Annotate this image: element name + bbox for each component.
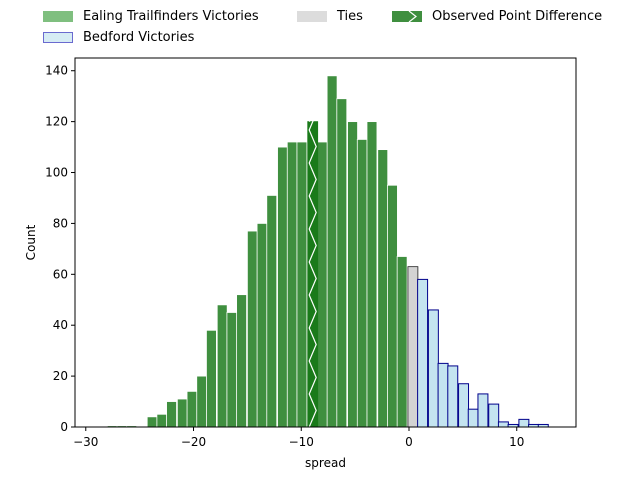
plot-frame bbox=[74, 57, 577, 428]
legend-swatch-bedford bbox=[43, 31, 73, 43]
hatch-icon bbox=[408, 10, 417, 22]
ealing-bar-3 bbox=[146, 416, 158, 427]
ealing-bar-26 bbox=[387, 184, 398, 427]
ealing-bar-27 bbox=[396, 256, 408, 427]
ealing-bar-21 bbox=[336, 98, 348, 427]
ealing-bar-13 bbox=[246, 230, 258, 427]
ealing-bar-22 bbox=[347, 121, 358, 427]
bedford-bar-0 bbox=[417, 278, 429, 427]
bedford-bar-8 bbox=[497, 421, 509, 427]
y-tick-label: 140 bbox=[45, 64, 68, 78]
bedford-bar-5 bbox=[467, 408, 479, 427]
y-tick-label: 60 bbox=[53, 267, 68, 281]
observed-hatch bbox=[308, 113, 317, 427]
ties-bar-0 bbox=[407, 266, 419, 427]
bedford-bar-10 bbox=[518, 418, 530, 427]
x-tick-label: 10 bbox=[509, 435, 524, 449]
y-axis-label: Count bbox=[24, 224, 38, 260]
y-tick-label: 0 bbox=[60, 420, 68, 434]
y-tick-label: 40 bbox=[53, 318, 68, 332]
bedford-bar-6 bbox=[477, 393, 489, 427]
y-axis: 0 20 40 60 80 100 120 140 bbox=[45, 64, 75, 434]
ealing-bar-4 bbox=[156, 413, 168, 427]
ealing-bar-25 bbox=[377, 149, 389, 427]
ealing-bar-19 bbox=[317, 141, 328, 427]
ealing-bar-24 bbox=[366, 121, 378, 427]
y-tick-label: 80 bbox=[53, 216, 68, 230]
ealing-bar-20 bbox=[326, 75, 338, 427]
x-axis-label: spread bbox=[305, 456, 346, 470]
x-tick-label: −20 bbox=[181, 435, 206, 449]
ealing-bar-23 bbox=[356, 139, 368, 427]
legend-label-ealing: Ealing Trailfinders Victories bbox=[83, 8, 259, 24]
legend-item-ties: Ties bbox=[297, 8, 363, 24]
ealing-bar-17 bbox=[286, 141, 298, 427]
ealing-bar-5 bbox=[166, 401, 177, 427]
legend-item-observed: Observed Point Difference bbox=[392, 8, 602, 24]
legend-label-ties: Ties bbox=[337, 8, 363, 24]
bedford-bar-4 bbox=[458, 383, 470, 427]
legend-item-bedford: Bedford Victories bbox=[43, 29, 194, 45]
ealing-bar-2 bbox=[126, 425, 138, 427]
ealing-bar-10 bbox=[216, 304, 228, 427]
legend-label-bedford: Bedford Victories bbox=[83, 29, 195, 45]
ealing-bar-18 bbox=[296, 141, 308, 427]
ealing-bar-9 bbox=[206, 329, 217, 427]
bedford-bar-2 bbox=[437, 362, 449, 427]
y-tick-label: 100 bbox=[45, 166, 68, 180]
observed-bar-0 bbox=[307, 121, 319, 427]
ealing-bar-6 bbox=[176, 398, 188, 427]
bedford-bar-7 bbox=[488, 403, 500, 427]
ealing-bar-14 bbox=[256, 223, 268, 427]
x-tick-label: 0 bbox=[405, 435, 413, 449]
legend-swatch-ties bbox=[297, 10, 327, 22]
bars-layer bbox=[106, 75, 549, 427]
ealing-bar-7 bbox=[186, 390, 198, 427]
y-tick-label: 20 bbox=[53, 369, 68, 383]
bedford-bar-3 bbox=[447, 365, 459, 427]
ealing-bar-15 bbox=[266, 195, 278, 427]
legend-label-observed: Observed Point Difference bbox=[432, 8, 603, 24]
legend-swatch-ealing bbox=[43, 10, 73, 22]
legend-item-ealing: Ealing Trailfinders Victories bbox=[43, 8, 259, 24]
ealing-bar-12 bbox=[236, 294, 247, 427]
ealing-bar-11 bbox=[226, 312, 238, 427]
legend: Ealing Trailfinders Victories Bedford Vi… bbox=[0, 0, 640, 48]
ealing-bar-8 bbox=[196, 375, 208, 427]
y-tick-label: 120 bbox=[45, 115, 68, 129]
legend-swatch-observed bbox=[392, 10, 422, 22]
x-tick-label: −10 bbox=[289, 435, 314, 449]
bedford-bar-1 bbox=[427, 309, 439, 427]
x-tick-label: −30 bbox=[73, 435, 98, 449]
x-axis: −30 −20 −10 0 10 bbox=[73, 427, 524, 449]
ealing-bar-16 bbox=[277, 146, 288, 427]
